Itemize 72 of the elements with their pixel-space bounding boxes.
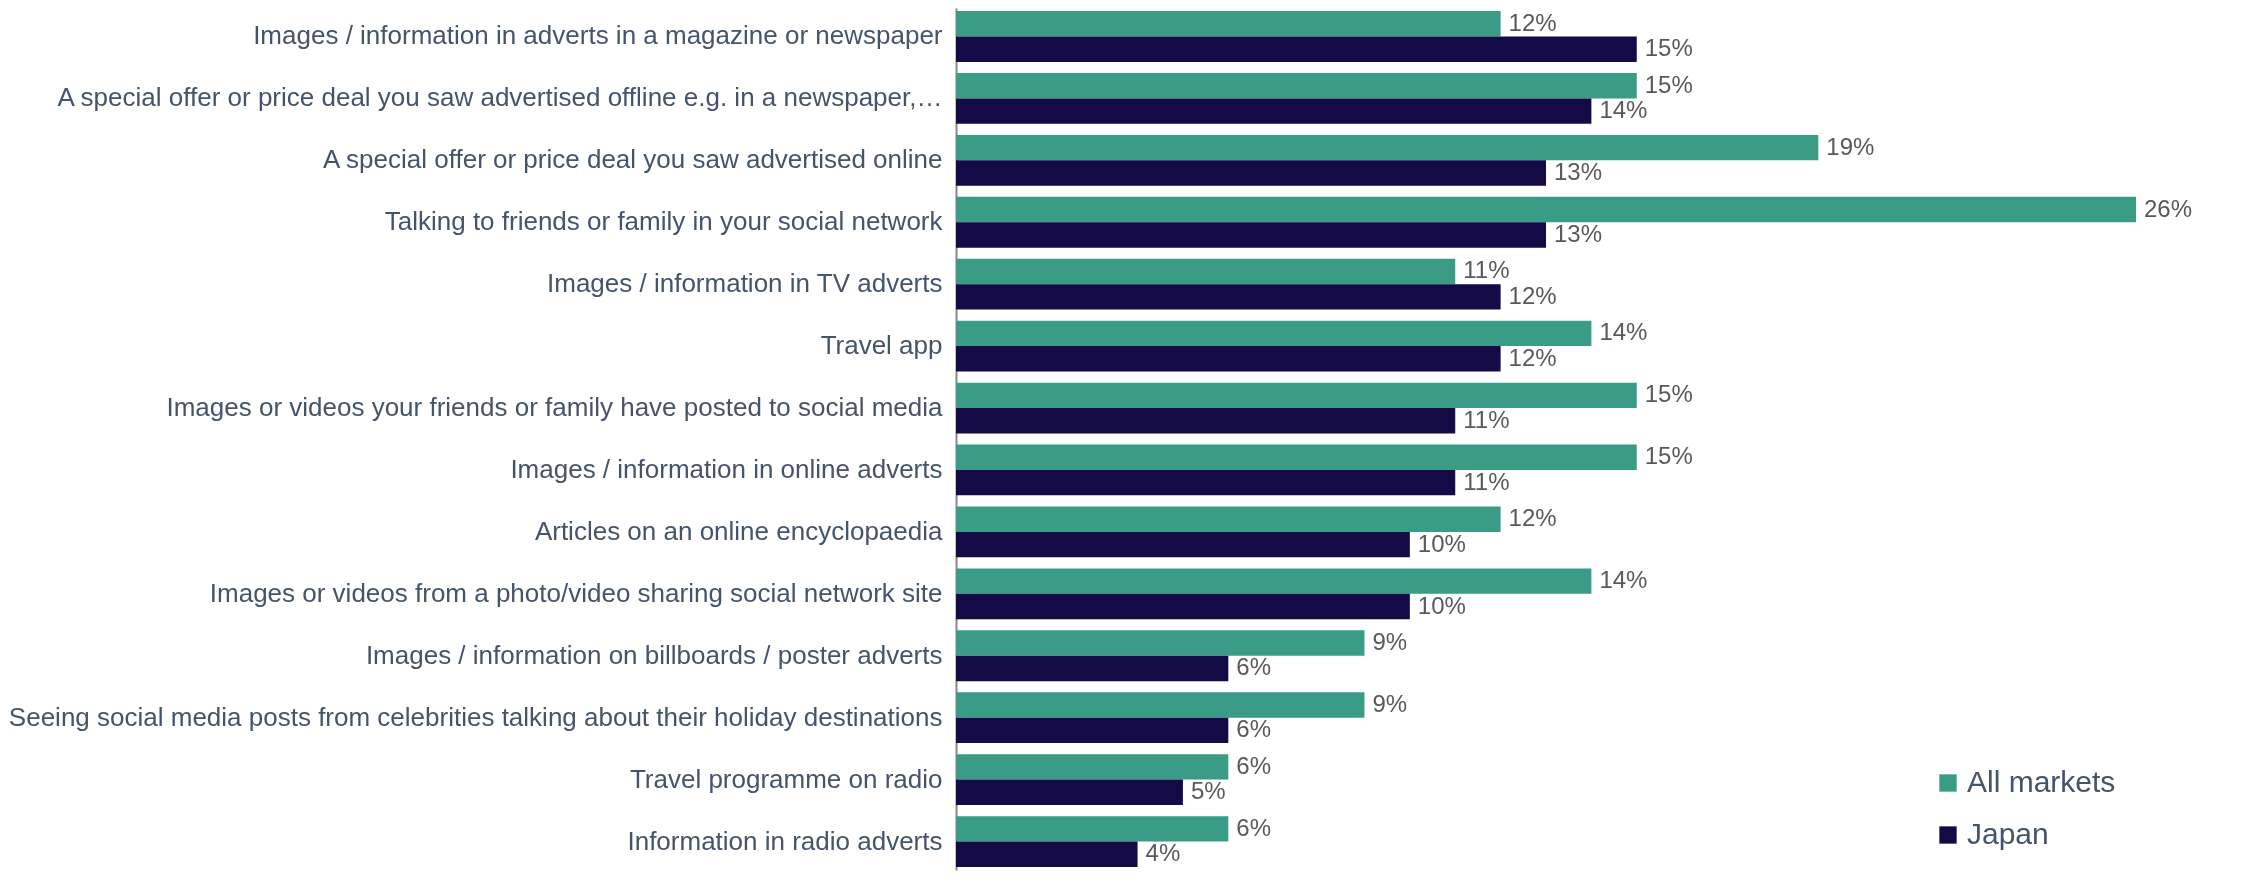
data-label: 5% [1190, 777, 1226, 805]
data-label: 13% [1554, 158, 1603, 186]
data-label: 19% [1826, 132, 1875, 160]
data-label: 12% [1508, 343, 1557, 371]
y-tick-label: Articles on an online encyclopaedia [534, 515, 944, 546]
bar [956, 222, 1546, 248]
data-label: 14% [1599, 96, 1648, 124]
bar [956, 568, 1592, 594]
data-label: 10% [1417, 591, 1466, 619]
data-label: 9% [1372, 628, 1408, 656]
bar [956, 754, 1229, 780]
bar [956, 382, 1637, 409]
bar [956, 134, 1819, 161]
bar [956, 841, 1138, 867]
data-label: 9% [1372, 689, 1408, 717]
bar [956, 655, 1229, 682]
y-tick-label: Images / information in online adverts [510, 453, 943, 484]
bar [956, 506, 1501, 532]
bar [956, 779, 1183, 805]
bar [956, 346, 1501, 372]
y-tick-label: Information in radio adverts [627, 825, 943, 856]
data-label: 11% [1463, 256, 1510, 284]
y-tick-label: Travel programme on radio [629, 763, 943, 794]
data-label: 15% [1644, 442, 1693, 470]
bar [956, 408, 1456, 434]
data-label: 12% [1508, 8, 1557, 36]
bar [956, 593, 1410, 620]
data-label: 26% [2144, 194, 2193, 222]
data-label: 13% [1554, 219, 1603, 247]
bar [956, 258, 1456, 285]
bar [956, 469, 1456, 496]
bar [956, 444, 1637, 470]
data-label: 4% [1145, 839, 1181, 867]
data-label: 12% [1508, 504, 1557, 532]
y-tick-label: Images / information in TV adverts [547, 268, 943, 299]
y-tick-label: Images or videos from a photo/video sharing social network site [209, 577, 943, 608]
y-tick-label: Images / information on billboards / poster adverts [365, 639, 943, 670]
bar [956, 160, 1546, 186]
bar [956, 692, 1365, 718]
y-tick-label: Talking to friends or family in your social network [384, 206, 944, 237]
data-label: 15% [1644, 380, 1693, 408]
bar [956, 630, 1365, 656]
data-label: 14% [1599, 566, 1648, 594]
bar [956, 816, 1229, 842]
data-label: 6% [1236, 715, 1271, 743]
data-label: 14% [1599, 318, 1648, 346]
y-tick-label: A special offer or price deal you saw advertised online [322, 144, 943, 175]
data-label: 11% [1463, 405, 1510, 433]
legend-label: All markets [1967, 765, 2116, 798]
bar [956, 98, 1592, 124]
bar [956, 531, 1410, 558]
bar [956, 11, 1501, 37]
bar [956, 284, 1501, 310]
data-label: 15% [1644, 70, 1693, 98]
bar [956, 320, 1592, 347]
y-tick-label: A special offer or price deal you saw advertised offline e.g. in a newspaper,… [57, 82, 943, 113]
y-tick-label: Travel app [820, 330, 943, 361]
data-label: 6% [1236, 751, 1271, 779]
data-label: 12% [1508, 281, 1557, 309]
data-label: 11% [1463, 467, 1510, 495]
data-label: 15% [1644, 34, 1693, 62]
data-label: 6% [1236, 813, 1271, 841]
bar [956, 196, 2136, 223]
data-label: 6% [1236, 653, 1271, 681]
bar [956, 36, 1637, 62]
y-tick-label: Images or videos your friends or family have posted to social media [166, 392, 944, 423]
bar [956, 717, 1229, 744]
y-tick-label: Seeing social media posts from celebrities talking about their holiday destinations [8, 701, 943, 732]
legend-label: Japan [1967, 817, 2049, 850]
bar [956, 73, 1637, 99]
y-tick-label: Images / information in adverts in a magazine or newspaper [253, 20, 943, 51]
data-label: 10% [1417, 529, 1466, 557]
